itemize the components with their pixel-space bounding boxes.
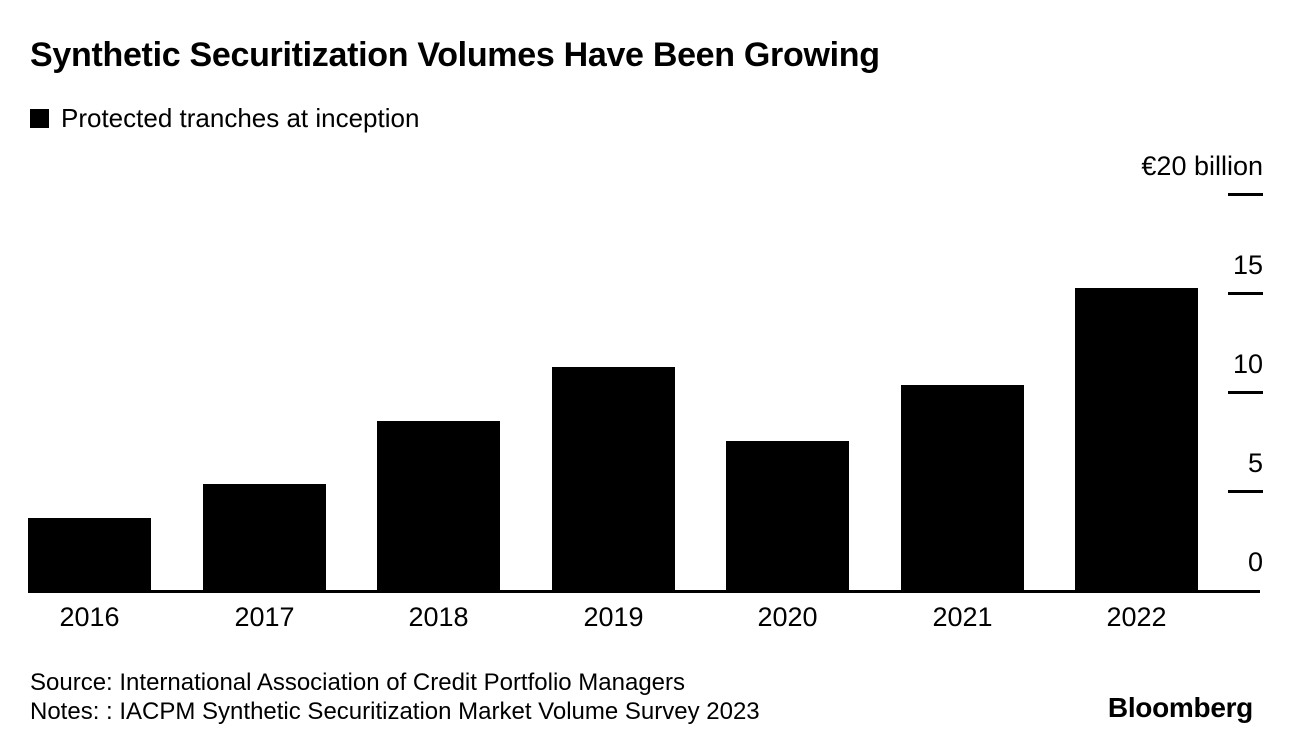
y-axis-tick (1228, 490, 1263, 493)
x-axis-label: 2018 (408, 602, 469, 632)
chart-title: Synthetic Securitization Volumes Have Be… (30, 36, 880, 74)
y-axis-label: €20 billion (1141, 151, 1263, 181)
bloomberg-logo: Bloomberg (1107, 692, 1253, 723)
bar-2020 (726, 441, 849, 591)
y-axis-tick (1228, 193, 1263, 196)
y-axis-tick (1228, 292, 1263, 295)
y-axis-tick (1228, 391, 1263, 394)
source-line: Source: International Association of Cre… (30, 669, 686, 696)
x-axis-label: 2020 (757, 602, 818, 632)
bar-2018 (377, 421, 500, 591)
bar-2017 (203, 484, 326, 591)
bar-2019 (552, 367, 675, 591)
chart-footer: Source: International Association of Cre… (30, 668, 760, 726)
y-axis-label: 10 (1232, 349, 1263, 379)
x-axis-label: 2021 (932, 602, 993, 632)
y-axis-label: 0 (1247, 547, 1263, 577)
y-axis-label: 15 (1232, 250, 1263, 280)
x-axis-label: 2022 (1106, 602, 1167, 632)
bar-2022 (1075, 288, 1198, 591)
x-axis-label: 2019 (583, 602, 644, 632)
bar-2021 (901, 385, 1024, 591)
x-axis-label: 2017 (234, 602, 295, 632)
bar-2016 (28, 518, 151, 591)
chart-legend: Protected tranches at inception (30, 102, 420, 133)
x-axis-line (28, 590, 1260, 593)
legend-label: Protected tranches at inception (61, 102, 420, 133)
x-axis-label: 2016 (59, 602, 120, 632)
legend-swatch-icon (30, 108, 49, 128)
notes-line: Notes: : IACPM Synthetic Securitization … (30, 698, 760, 725)
y-axis-label: 5 (1247, 448, 1263, 478)
